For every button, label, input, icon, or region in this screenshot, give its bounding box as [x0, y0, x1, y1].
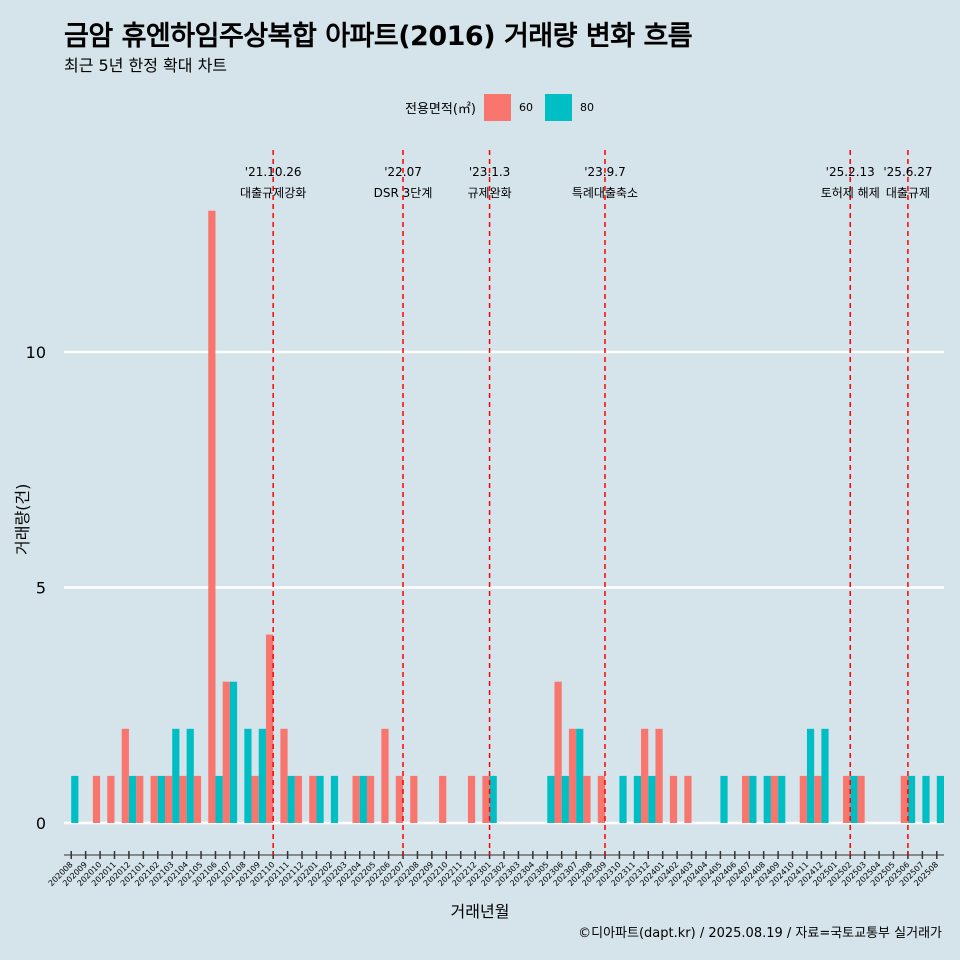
- annotation-label: 대출규제강화: [240, 186, 306, 200]
- bar-60-202011: [107, 775, 115, 823]
- bar-60-202308: [583, 775, 591, 823]
- bar-60-202111: [280, 728, 288, 823]
- bar-80-202310: [619, 775, 627, 823]
- bar-80-202311: [633, 775, 642, 823]
- bar-60-202110: [265, 634, 274, 823]
- annotation-label: 규제완화: [467, 186, 511, 200]
- bar-80-202012: [128, 775, 137, 823]
- bar-80-202405: [720, 775, 728, 823]
- annotation-date: '23.9.7: [584, 165, 625, 179]
- bar-60-202103: [164, 775, 173, 823]
- bar-60-202207: [395, 775, 404, 823]
- bar-60-202102: [150, 775, 158, 823]
- bar-60-202307: [568, 728, 577, 823]
- bar-80-202306: [561, 775, 569, 823]
- bar-80-202408: [763, 775, 771, 823]
- bar-80-202201: [316, 775, 324, 823]
- x-axis-label: 거래년월: [450, 902, 510, 921]
- bar-60-202109: [251, 775, 259, 823]
- bar-60-202212: [467, 775, 476, 823]
- bar-60-202107: [222, 681, 230, 823]
- bar-60-202204: [352, 775, 360, 823]
- source-caption: ©디아파트(dapt.kr) / 2025.08.19 / 자료=국토교통부 실…: [578, 926, 942, 941]
- bar-60-202506: [900, 775, 908, 823]
- bar-80-202312: [648, 775, 656, 823]
- bar-80-202409: [778, 775, 786, 823]
- bar-80-202506: [907, 775, 916, 823]
- bar-80-202508: [936, 775, 944, 823]
- bar-60-202104: [179, 775, 187, 823]
- legend: 전용면적(㎡) 60 80: [405, 92, 606, 122]
- bar-60-202301: [482, 775, 490, 823]
- legend-label-60: 60: [518, 100, 533, 114]
- bar-80-202305: [547, 775, 555, 823]
- bar-60-202105: [193, 775, 202, 823]
- bar-60-202112: [294, 775, 303, 823]
- bar-80-202106: [215, 775, 223, 823]
- bar-80-202407: [749, 775, 757, 823]
- bar-60-202407: [742, 775, 750, 823]
- y-tick-label: 5: [36, 579, 46, 598]
- y-tick-label: 0: [36, 814, 46, 833]
- bar-80-202507: [922, 775, 930, 823]
- legend-label-80: 80: [579, 100, 594, 114]
- bar-80-202104: [186, 728, 194, 823]
- y-axis-label: 거래량(건): [13, 483, 32, 555]
- bar-80-202111: [287, 775, 295, 823]
- legend-swatch-60: [483, 93, 511, 121]
- bar-80-202109: [258, 728, 266, 823]
- chart-title: 금암 휴엔하임주상복합 아파트(2016) 거래량 변화 흐름: [64, 21, 693, 52]
- chart-subtitle: 최근 5년 한정 확대 차트: [64, 56, 228, 75]
- bar-60-202403: [684, 775, 692, 823]
- bar-60-202101: [136, 775, 144, 823]
- bar-60-202010: [92, 775, 101, 823]
- bar-60-202409: [770, 775, 779, 823]
- bar-60-202210: [439, 775, 447, 823]
- bar-60-202503: [857, 775, 865, 823]
- bar-60-202502: [843, 775, 851, 823]
- y-tick-label: 10: [26, 343, 46, 362]
- bar-80-202103: [172, 728, 180, 823]
- bar-80-202307: [576, 728, 584, 823]
- bar-60-202106: [208, 210, 216, 823]
- annotation-label: 특례대출축소: [572, 186, 638, 200]
- bar-60-202412: [814, 775, 822, 823]
- bar-60-202201: [309, 775, 317, 823]
- annotation-date: '25.6.27: [883, 165, 932, 179]
- legend-swatch-80: [544, 93, 572, 121]
- bar-60-202411: [799, 775, 807, 823]
- bar-80-202107: [229, 681, 238, 823]
- bar-60-202208: [410, 775, 418, 823]
- bar-60-202205: [366, 775, 375, 823]
- annotation-label: 대출규제: [886, 186, 930, 200]
- legend-title: 전용면적(㎡): [405, 101, 476, 117]
- bar-80-202411: [806, 728, 815, 823]
- annotation-label: DSR 3단계: [374, 186, 433, 200]
- annotation-date: '23.1.3: [469, 165, 510, 179]
- bar-60-202402: [669, 775, 678, 823]
- annotation-date: '21.10.26: [245, 165, 302, 179]
- bar-80-202008: [71, 775, 79, 823]
- bar-60-202401: [655, 728, 663, 823]
- bar-60-202012: [121, 728, 129, 823]
- bar-60-202206: [381, 728, 389, 823]
- bar-60-202309: [597, 775, 605, 823]
- bar-60-202312: [641, 728, 649, 823]
- annotation-date: '25.2.13: [826, 165, 875, 179]
- annotation-label: 토허제 해제: [821, 186, 880, 200]
- bar-60-202306: [554, 681, 562, 823]
- annotation-date: '22.07: [384, 165, 422, 179]
- bar-80-202108: [244, 728, 252, 823]
- bar-80-202412: [821, 728, 829, 823]
- bar-80-202204: [359, 775, 367, 823]
- bar-80-202102: [157, 775, 165, 823]
- bar-80-202301: [489, 775, 497, 823]
- bar-80-202502: [850, 775, 858, 823]
- bar-80-202202: [330, 775, 339, 823]
